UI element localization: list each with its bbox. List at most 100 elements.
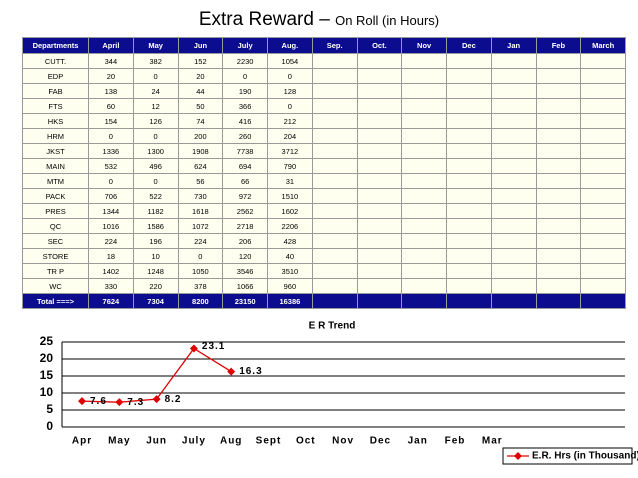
empty-cell — [446, 68, 492, 84]
empty-cell — [580, 98, 626, 114]
cell: 3712 — [267, 143, 313, 159]
empty-cell — [446, 143, 492, 159]
empty-cell — [311, 83, 358, 99]
header-cell: Sep. — [311, 37, 358, 54]
empty-cell — [356, 203, 403, 219]
header-cell: Departments — [22, 37, 89, 54]
x-tick-label: Apr — [72, 436, 92, 447]
header-cell: April — [88, 37, 134, 54]
cell: 260 — [222, 128, 268, 144]
cell: 128 — [267, 83, 313, 99]
cell: 1054 — [267, 53, 313, 69]
cell: 0 — [267, 68, 313, 84]
empty-cell — [490, 263, 537, 279]
data-row: CUTT. 344 382 152 2230 1054 — [22, 53, 626, 69]
empty-cell — [580, 128, 626, 144]
empty-cell — [535, 218, 582, 234]
cell: 196 — [132, 233, 179, 249]
cell: 2718 — [222, 218, 268, 234]
y-tick-label: 15 — [40, 368, 54, 382]
cell: 60 — [88, 98, 134, 114]
empty-cell — [401, 83, 447, 99]
header-row: Departments April May Jun July Aug. Sep. Oct. No… — [22, 37, 626, 54]
header-cell: May — [132, 37, 179, 54]
cell: 1586 — [132, 218, 179, 234]
empty-cell — [401, 278, 447, 294]
empty-cell — [401, 218, 447, 234]
empty-cell — [490, 113, 537, 129]
empty-cell — [580, 293, 626, 309]
header-cell: Nov — [401, 37, 447, 54]
cell: 0 — [132, 128, 179, 144]
empty-cell — [356, 173, 403, 189]
empty-cell — [535, 293, 582, 309]
cell: 2206 — [267, 218, 313, 234]
empty-cell — [446, 218, 492, 234]
empty-cell — [580, 173, 626, 189]
empty-cell — [356, 113, 403, 129]
empty-cell — [356, 263, 403, 279]
x-tick-label: May — [108, 436, 130, 447]
empty-cell — [580, 188, 626, 204]
empty-cell — [580, 53, 626, 69]
cell: 428 — [267, 233, 313, 249]
data-label: 23.1 — [202, 341, 225, 352]
x-tick-label: Nov — [332, 436, 354, 447]
empty-cell — [580, 248, 626, 264]
empty-cell — [490, 128, 537, 144]
row-label: JKST — [22, 143, 89, 159]
empty-cell — [401, 113, 447, 129]
empty-cell — [356, 128, 403, 144]
empty-cell — [401, 173, 447, 189]
row-label: PACK — [22, 188, 89, 204]
row-label: TR P — [22, 263, 89, 279]
legend-label: E.R. Hrs (in Thousand) — [532, 451, 638, 462]
header-cell: July — [222, 37, 268, 54]
cell: 56 — [177, 173, 224, 189]
empty-cell — [446, 293, 492, 309]
empty-cell — [580, 203, 626, 219]
empty-cell — [401, 143, 447, 159]
empty-cell — [535, 128, 582, 144]
empty-cell — [356, 98, 403, 114]
cell: 12 — [132, 98, 179, 114]
chart-title: E R Trend — [309, 321, 356, 332]
empty-cell — [401, 53, 447, 69]
empty-cell — [446, 278, 492, 294]
empty-cell — [446, 263, 492, 279]
total-row: Total ===> 7624 7304 8200 23150 16386 — [22, 293, 626, 309]
cell: 1066 — [222, 278, 268, 294]
empty-cell — [490, 278, 537, 294]
empty-cell — [490, 293, 537, 309]
chart: E R Trend 0 5 10 15 20 25 Apr May Jun July Aug Sept O… — [40, 321, 638, 465]
cell: 1248 — [132, 263, 179, 279]
empty-cell — [535, 203, 582, 219]
cell: 3510 — [267, 263, 313, 279]
cell: 23150 — [222, 293, 268, 309]
x-tick-label: Aug — [220, 436, 242, 447]
empty-cell — [446, 98, 492, 114]
empty-cell — [311, 98, 358, 114]
cell: 0 — [267, 98, 313, 114]
empty-cell — [490, 248, 537, 264]
y-tick-label: 0 — [46, 419, 53, 433]
empty-cell — [446, 233, 492, 249]
data-row: EDP 20 0 20 0 0 — [22, 68, 626, 84]
empty-cell — [490, 218, 537, 234]
empty-cell — [490, 83, 537, 99]
row-label: HKS — [22, 113, 89, 129]
row-label: HRM — [22, 128, 89, 144]
x-tick-label: Mar — [482, 436, 503, 447]
cell: 0 — [132, 173, 179, 189]
cell: 532 — [88, 158, 134, 174]
empty-cell — [446, 188, 492, 204]
empty-cell — [580, 83, 626, 99]
empty-cell — [580, 143, 626, 159]
cell: 74 — [177, 113, 224, 129]
cell: 31 — [267, 173, 313, 189]
data-row: JKST 1336 1300 1908 7738 3712 — [22, 143, 626, 159]
cell: 1602 — [267, 203, 313, 219]
legend-marker — [514, 452, 522, 460]
empty-cell — [356, 278, 403, 294]
